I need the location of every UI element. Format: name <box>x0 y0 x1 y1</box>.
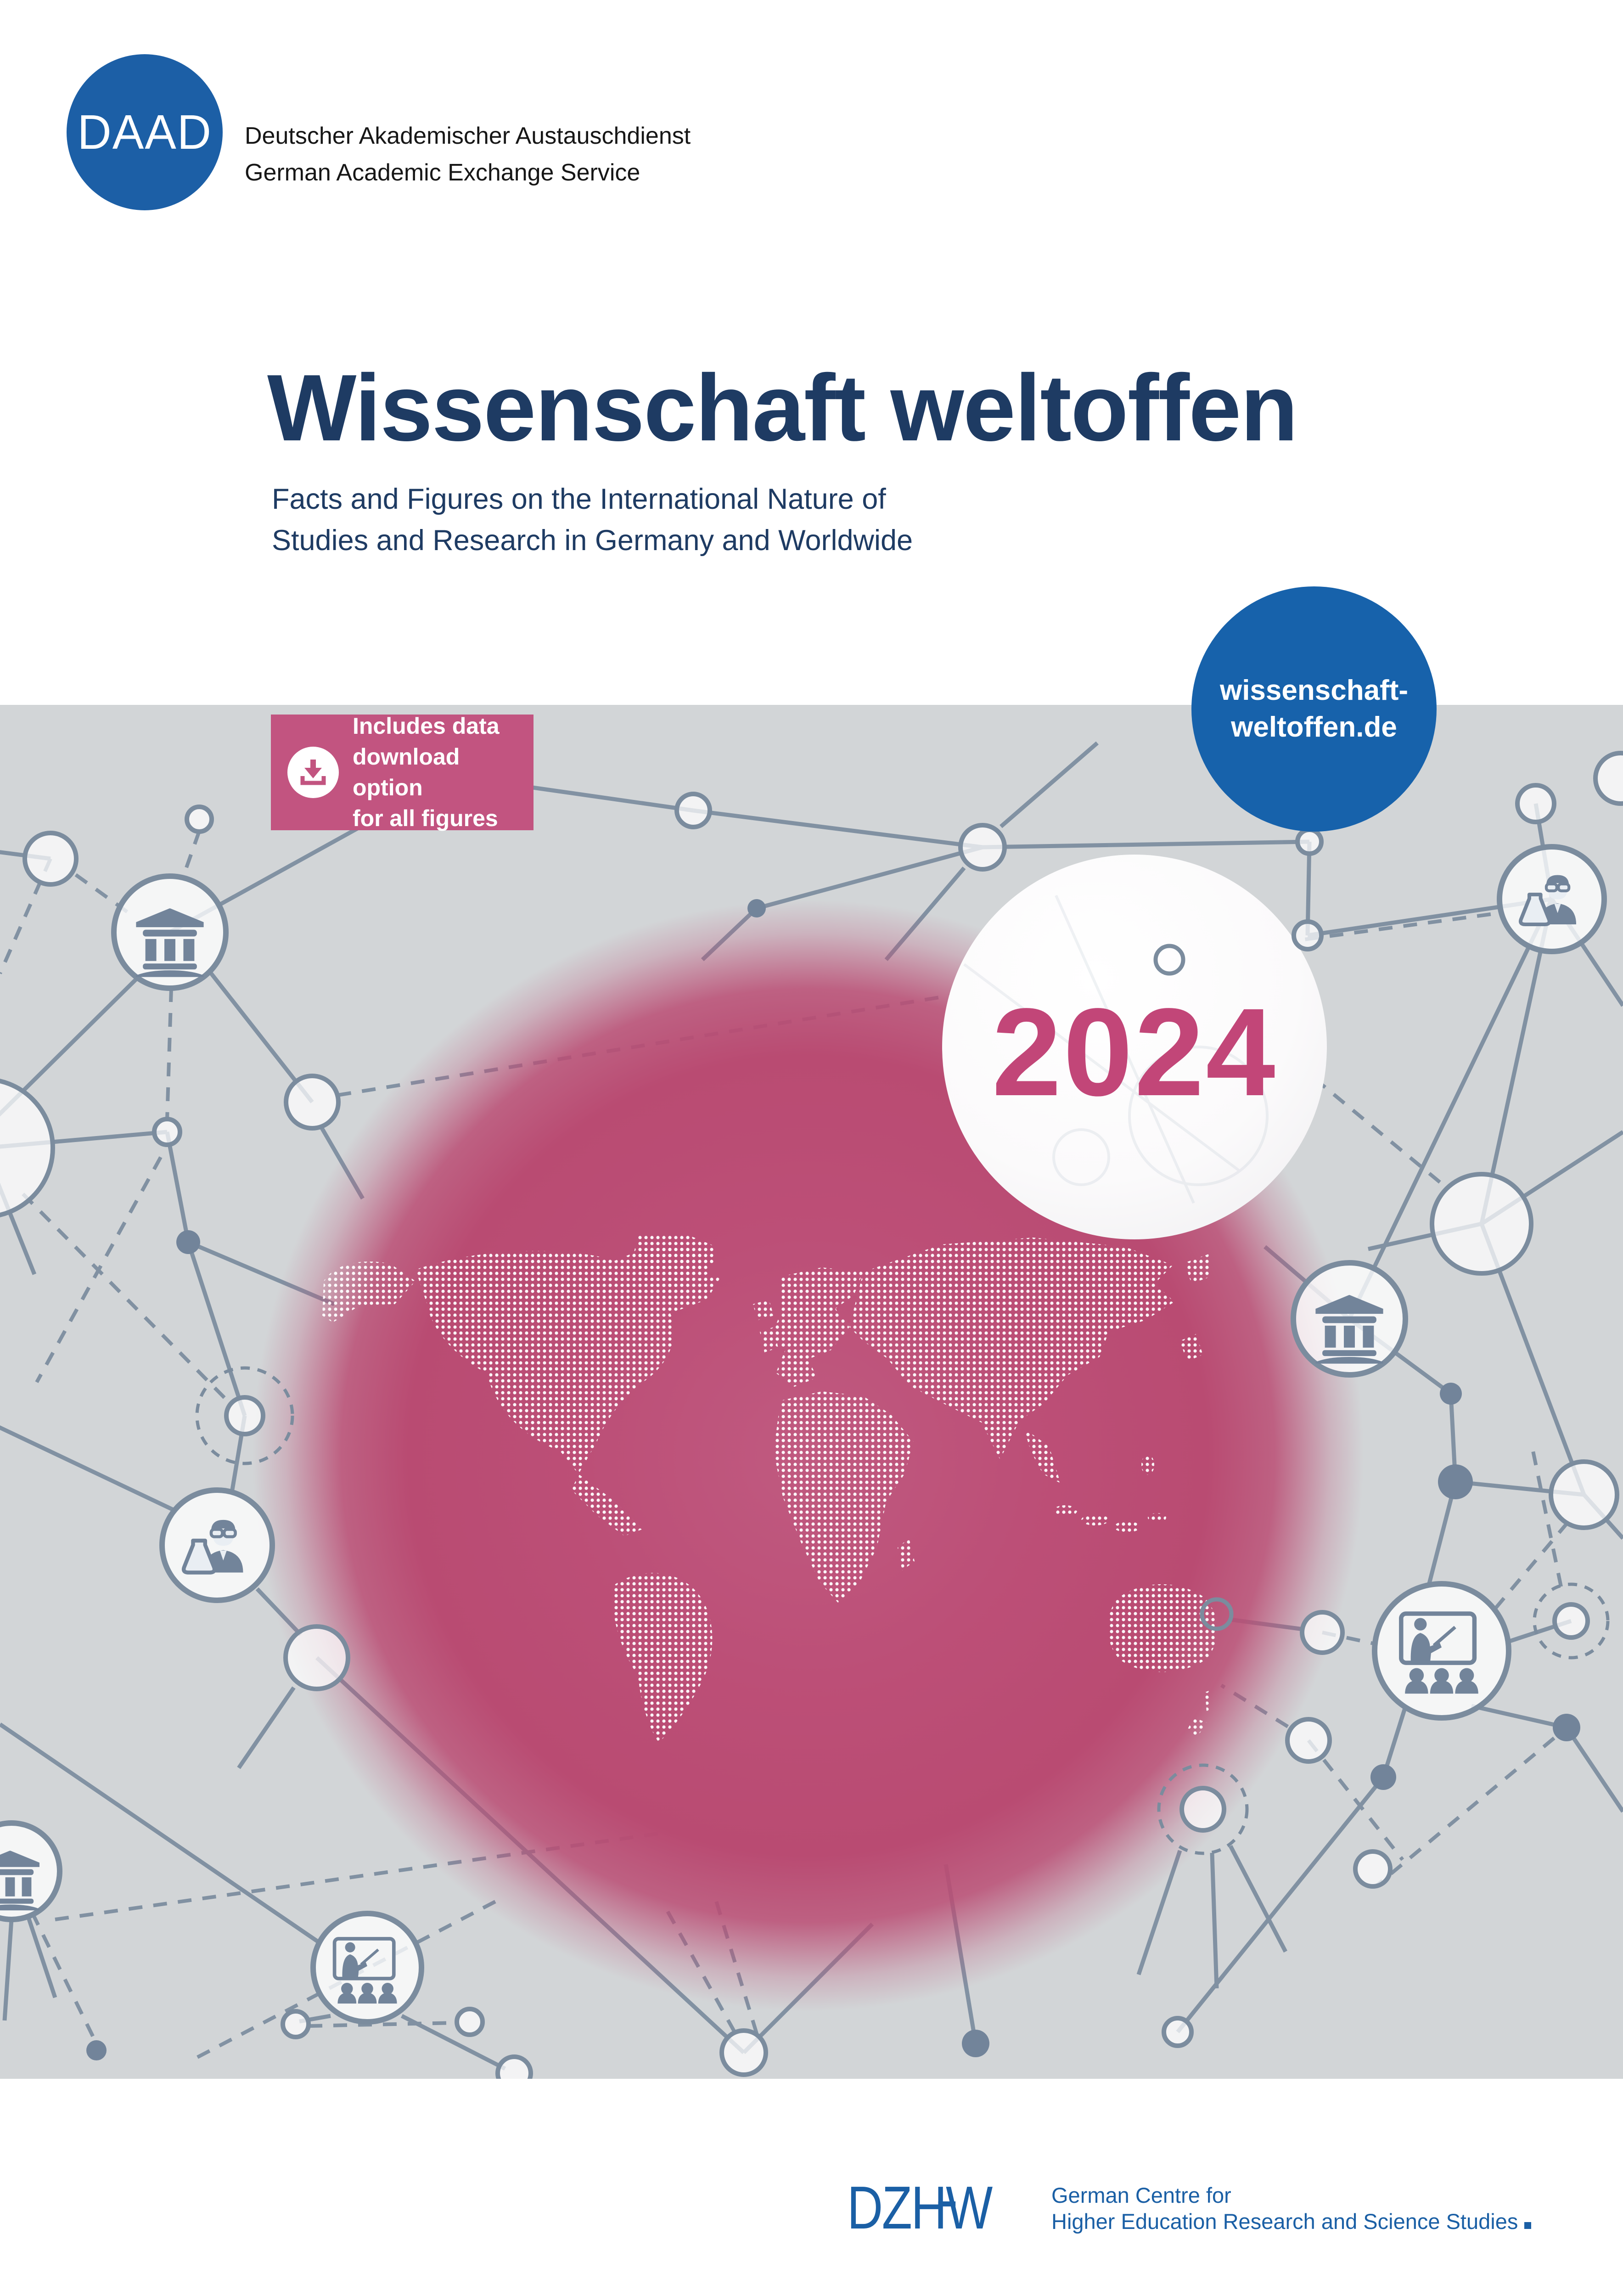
download-icon <box>287 747 339 798</box>
dzhw-logo: DZHW <box>847 2178 1023 2238</box>
dzhw-logo-text: DZHW <box>847 2174 993 2241</box>
network-nodes <box>0 751 1623 2079</box>
badge-line-1: Includes data <box>353 713 500 739</box>
subtitle-line-2: Studies and Research in Germany and Worl… <box>272 524 913 557</box>
university-icon <box>1315 1295 1383 1364</box>
website-line-1: wissenschaft- <box>1219 675 1409 706</box>
website-line-2: weltoffen.de <box>1231 711 1397 743</box>
page-subtitle: Facts and Figures on the International N… <box>272 478 913 561</box>
dzhw-org-line-1: German Centre for <box>1051 2183 1231 2207</box>
badge-line-2: download option <box>353 744 460 800</box>
year-text: 2024 <box>992 982 1277 1122</box>
year-circle: 2024 <box>942 855 1327 1239</box>
download-icon-glyph <box>300 760 326 785</box>
daad-logo-text: DAAD <box>77 105 212 159</box>
dzhw-square-dot <box>1524 2222 1532 2229</box>
data-download-badge: Includes data download option for all fi… <box>271 713 534 831</box>
dzhw-org-line-2: Higher Education Research and Science St… <box>1051 2208 1532 2234</box>
daad-org-line-en: German Academic Exchange Service <box>245 159 640 186</box>
university-icon <box>136 908 204 977</box>
daad-org-line-de: Deutscher Akademischer Austauschdienst <box>245 123 691 149</box>
dzhw-org-name: German Centre for Higher Education Resea… <box>1051 2182 1532 2234</box>
network-icon-circles <box>0 844 1607 2025</box>
subtitle-line-1: Facts and Figures on the International N… <box>272 483 886 515</box>
daad-org-name: Deutscher Akademischer Austauschdienst G… <box>245 118 691 191</box>
network-artwork: 2024 <box>0 705 1623 2079</box>
dotted-world-map <box>322 1235 1218 1743</box>
website-badge: wissenschaft- weltoffen.de <box>1191 586 1437 832</box>
daad-logo: DAAD <box>67 54 223 210</box>
page-title: Wissenschaft weltoffen <box>267 355 1298 461</box>
badge-text: Includes data download option for all fi… <box>353 711 534 834</box>
dzhw-logo-dash <box>938 2201 956 2206</box>
badge-line-3: for all figures <box>353 805 498 831</box>
